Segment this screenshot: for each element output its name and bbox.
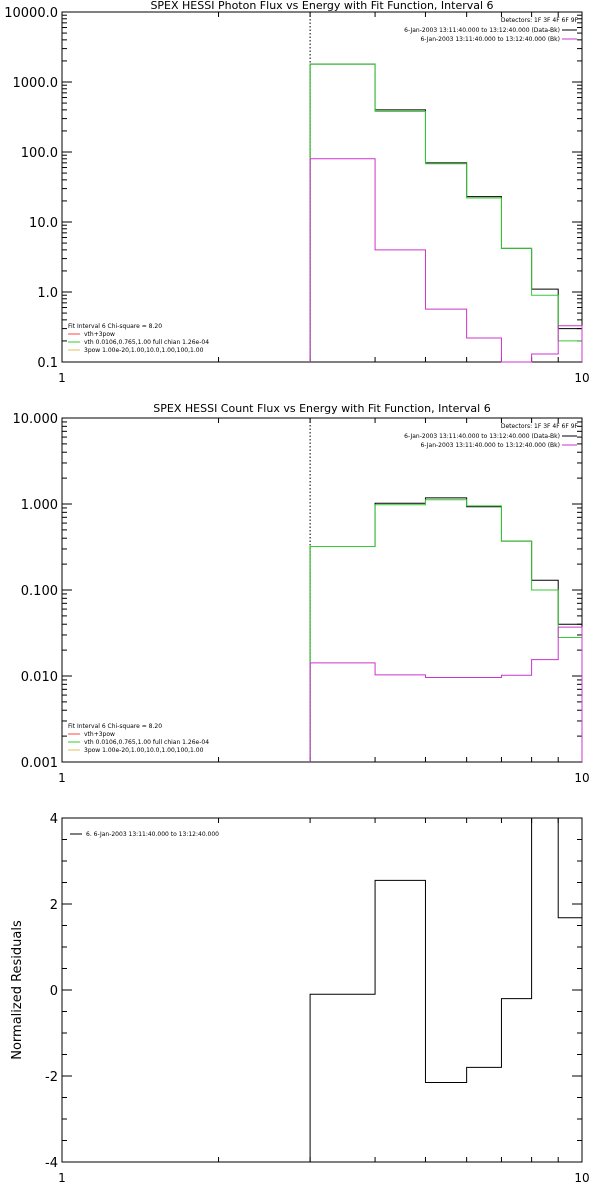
- series-step-data-bk: [309, 63, 583, 362]
- series-step-bk: [309, 626, 583, 762]
- x-tick-label: 10: [574, 1171, 589, 1185]
- plot-frame: [61, 417, 583, 763]
- series-step-bk: [309, 158, 583, 363]
- series-step-vth: [309, 499, 583, 762]
- legend-top-entry: 6-Jan-2003 13:11:40.000 to 13:12:40.000 …: [404, 27, 560, 34]
- y-tick-label: 100.0: [21, 146, 58, 161]
- y-tick-label: 0: [50, 984, 58, 999]
- chart-panel-2: SPEX HESSI Count Flux vs Energy with Fit…: [13, 402, 590, 785]
- series-step-residuals: [309, 817, 582, 1162]
- y-tick-label: 0.001: [21, 756, 58, 771]
- fit-legend-header: Fit Interval 6 Chi-square = 8.20: [68, 323, 162, 330]
- x-tick-label: 10: [574, 371, 589, 385]
- plot-frame: [61, 817, 583, 1163]
- x-tick-label: 1: [58, 771, 66, 785]
- fit-legend-entry: vth+3pow: [84, 731, 115, 738]
- y-tick-label: 1.0: [37, 286, 58, 301]
- y-tick-label: 0.010: [21, 670, 58, 685]
- x-tick-label: 10: [574, 771, 589, 785]
- detector-info: Detectors: 1F 3F 4F 6F 9F: [501, 423, 579, 430]
- chart-panel-3: 1 10 -4 -2 0 2 4 Normalized Residuals 6. 6-Jan-2…: [10, 812, 590, 1185]
- legend-top-entry: 6-Jan-2003 13:11:40.000 to 13:12:40.000 …: [404, 433, 560, 440]
- chart-title: SPEX HESSI Count Flux vs Energy with Fit…: [153, 402, 490, 415]
- fit-legend-entry: vth 0.0106,0.765,1.00 full chian 1.26e-0…: [84, 339, 209, 346]
- legend-top-entry: 6-Jan-2003 13:11:40.000 to 13:12:40.000 …: [420, 36, 560, 43]
- chart-panel-1: SPEX HESSI Photon Flux vs Energy with Fi…: [4, 0, 589, 385]
- y-tick-label: 2: [50, 898, 58, 913]
- y-tick-label: 10000.0: [4, 6, 58, 21]
- fit-legend-entry: vth 0.0106,0.765,1.00 full chian 1.26e-0…: [84, 739, 209, 746]
- x-tick-label: 1: [58, 1171, 66, 1185]
- y-tick-label: 0.100: [21, 584, 58, 599]
- y-tick-label: 1.000: [21, 498, 58, 513]
- legend-top-entry: 6-Jan-2003 13:11:40.000 to 13:12:40.000 …: [420, 442, 560, 449]
- y-tick-label: 4: [50, 812, 58, 827]
- series-step-vth: [309, 63, 583, 362]
- chart-title: SPEX HESSI Photon Flux vs Energy with Fi…: [150, 0, 493, 12]
- y-tick-label: 0.1: [37, 356, 58, 371]
- series-step-data-bk: [309, 497, 583, 762]
- y-tick-label: -4: [45, 1156, 58, 1171]
- fit-legend-entry: vth+3pow: [84, 331, 115, 338]
- y-tick-label: 10.0: [29, 216, 58, 231]
- y-tick-label: 10.000: [13, 412, 59, 427]
- fit-legend-entry: 3pow 1.00e-20,1.00,10.0,1.00,100,1.00: [84, 347, 204, 354]
- y-tick-label: 1000.0: [13, 76, 59, 91]
- legend-entry: 6. 6-Jan-2003 13:11:40.000 to 13:12:40.0…: [86, 831, 219, 838]
- fit-legend-header: Fit Interval 6 Chi-square = 8.20: [68, 723, 162, 730]
- fit-legend-entry: 3pow 1.00e-20,1.00,10.0,1.00,100,1.00: [84, 747, 204, 754]
- x-tick-label: 1: [58, 371, 66, 385]
- y-tick-label: -2: [45, 1070, 58, 1085]
- plot-frame: [61, 11, 583, 363]
- detector-info: Detectors: 1F 3F 4F 6F 9F: [501, 17, 579, 24]
- y-axis-label: Normalized Residuals: [10, 920, 25, 1060]
